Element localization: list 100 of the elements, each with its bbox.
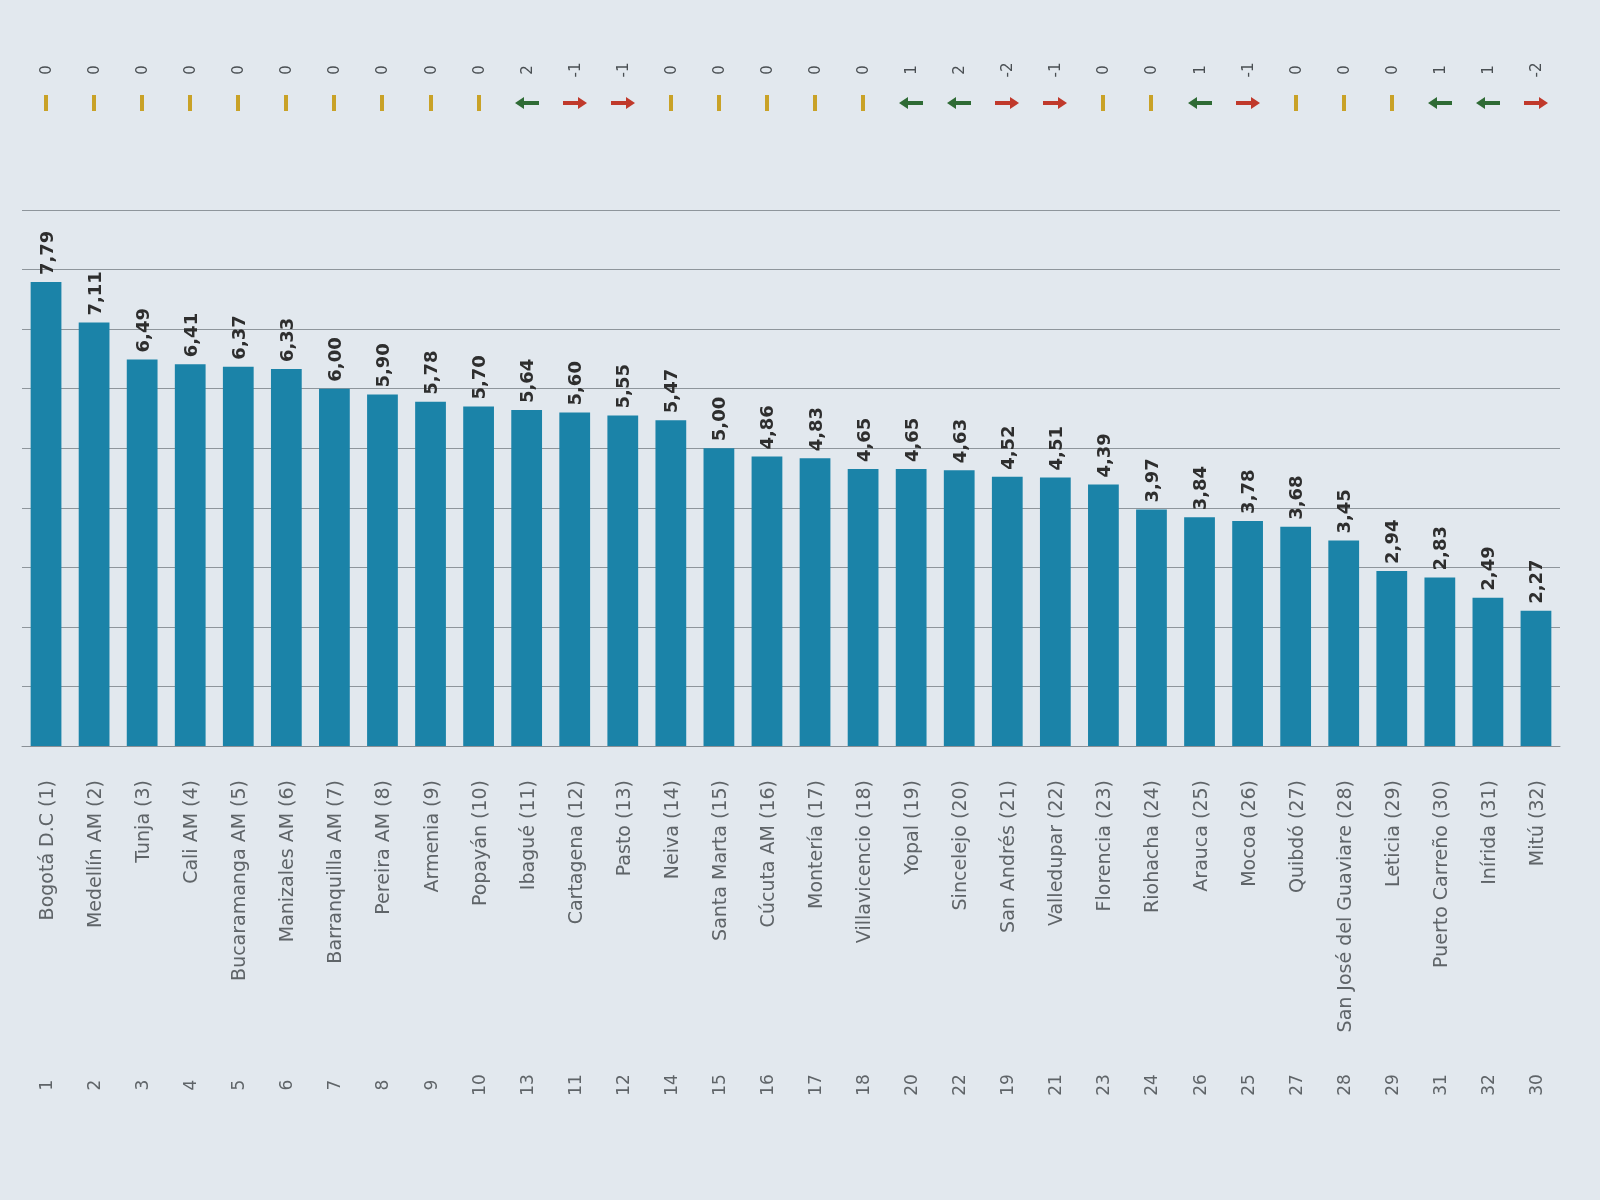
text: 19 bbox=[997, 1074, 1018, 1096]
x-tick-label: Puerto Carreño (30) bbox=[1428, 780, 1451, 968]
bar bbox=[1424, 577, 1456, 746]
data-label: 2,83 bbox=[1429, 526, 1451, 571]
data-label: 5,55 bbox=[612, 364, 634, 409]
text: 0 bbox=[1333, 65, 1354, 75]
bar bbox=[991, 476, 1023, 746]
text: 0 bbox=[324, 65, 345, 75]
text: 0 bbox=[228, 65, 249, 75]
x-tick-label: Yopal (19) bbox=[900, 780, 923, 876]
text: 0 bbox=[468, 65, 489, 75]
bar bbox=[319, 388, 350, 746]
text: 0 bbox=[805, 65, 826, 75]
x-tick-label: Popayán (10) bbox=[467, 780, 490, 907]
bar bbox=[270, 369, 302, 746]
data-label: 3,78 bbox=[1237, 469, 1259, 514]
bar bbox=[655, 420, 687, 746]
text: 0 bbox=[84, 65, 105, 75]
bar bbox=[559, 412, 591, 746]
bar bbox=[847, 469, 879, 746]
data-label: 4,65 bbox=[852, 417, 874, 463]
data-label: 4,65 bbox=[900, 417, 922, 463]
text: 27 bbox=[1285, 1074, 1306, 1096]
bar bbox=[367, 394, 398, 746]
data-label: 4,39 bbox=[1092, 433, 1114, 478]
text: 0 bbox=[1285, 65, 1306, 75]
text: 8 bbox=[372, 1079, 393, 1091]
text: 14 bbox=[660, 1074, 681, 1096]
text: 3 bbox=[132, 1079, 153, 1091]
x-tick-label: Santa Marta (15) bbox=[707, 780, 730, 941]
x-tick-label: Riohacha (24) bbox=[1140, 780, 1163, 913]
data-label: 6,49 bbox=[131, 308, 153, 353]
bar bbox=[895, 469, 927, 746]
text: -1 bbox=[564, 62, 585, 78]
text: 28 bbox=[1333, 1074, 1354, 1096]
data-label: 3,68 bbox=[1285, 475, 1307, 520]
text: 24 bbox=[1141, 1074, 1162, 1096]
text: 0 bbox=[1141, 65, 1162, 75]
bar bbox=[511, 410, 543, 746]
data-label: 2,49 bbox=[1477, 546, 1499, 591]
data-label: 2,94 bbox=[1381, 519, 1403, 564]
x-tick-label: Mocoa (26) bbox=[1236, 780, 1259, 887]
data-label: 7,79 bbox=[35, 230, 57, 276]
bar bbox=[1280, 526, 1312, 746]
text: 2 bbox=[84, 1079, 105, 1091]
x-tick-label: Medellín AM (2) bbox=[83, 780, 106, 929]
data-label: 4,51 bbox=[1044, 425, 1066, 471]
text: 22 bbox=[949, 1074, 970, 1096]
data-label: 6,41 bbox=[179, 312, 201, 358]
bar bbox=[1328, 540, 1360, 746]
x-tick-label: Manizales AM (6) bbox=[275, 780, 298, 943]
text: 7 bbox=[324, 1079, 345, 1091]
x-tick-label: Quibdó (27) bbox=[1284, 780, 1307, 894]
x-tick-label: Villavicencio (18) bbox=[852, 780, 875, 944]
text: 6 bbox=[276, 1079, 297, 1091]
x-tick-label: Bucaramanga AM (5) bbox=[227, 780, 250, 981]
data-label: 4,63 bbox=[948, 418, 970, 464]
data-label: 3,45 bbox=[1333, 489, 1355, 534]
bar bbox=[1184, 517, 1215, 746]
data-label: 6,37 bbox=[227, 315, 249, 360]
bar bbox=[174, 364, 206, 746]
text: 12 bbox=[612, 1074, 633, 1096]
text: -1 bbox=[1045, 62, 1066, 78]
x-tick-label: Neiva (14) bbox=[659, 780, 682, 880]
text: 4 bbox=[180, 1079, 201, 1091]
text: 25 bbox=[1237, 1074, 1258, 1096]
text: 2 bbox=[516, 65, 537, 75]
text: 30 bbox=[1525, 1074, 1546, 1096]
bar bbox=[1376, 570, 1408, 746]
bar bbox=[1039, 477, 1071, 746]
bar bbox=[703, 448, 735, 746]
x-tick-label: Barranquilla AM (7) bbox=[323, 780, 346, 964]
data-label: 5,90 bbox=[371, 343, 393, 388]
bar bbox=[222, 366, 254, 746]
data-label: 5,60 bbox=[564, 361, 586, 406]
text: 0 bbox=[708, 65, 729, 75]
data-label: 3,84 bbox=[1189, 465, 1211, 511]
x-tick-label: Mitú (32) bbox=[1524, 780, 1547, 867]
data-label: 7,11 bbox=[83, 271, 105, 316]
x-tick-label: Tunja (3) bbox=[131, 780, 154, 864]
text: -2 bbox=[1525, 62, 1546, 78]
text: 0 bbox=[372, 65, 393, 75]
bar bbox=[1472, 597, 1504, 746]
text: 1 bbox=[1429, 65, 1450, 75]
data-label: 6,00 bbox=[323, 337, 345, 382]
data-label: 2,27 bbox=[1525, 559, 1547, 604]
text: 1 bbox=[1477, 65, 1498, 75]
bar bbox=[943, 470, 975, 746]
text: -2 bbox=[997, 62, 1018, 78]
data-label: 4,83 bbox=[804, 406, 826, 452]
text: 0 bbox=[276, 65, 297, 75]
text: 1 bbox=[1189, 65, 1210, 75]
text: 0 bbox=[660, 65, 681, 75]
text: 23 bbox=[1093, 1074, 1114, 1096]
text: 0 bbox=[756, 65, 777, 75]
text: 16 bbox=[756, 1074, 777, 1096]
data-label: 5,70 bbox=[468, 355, 490, 400]
x-tick-label: San José del Guaviare (28) bbox=[1332, 780, 1355, 1033]
bar bbox=[126, 359, 158, 746]
data-label: 5,78 bbox=[420, 350, 442, 395]
